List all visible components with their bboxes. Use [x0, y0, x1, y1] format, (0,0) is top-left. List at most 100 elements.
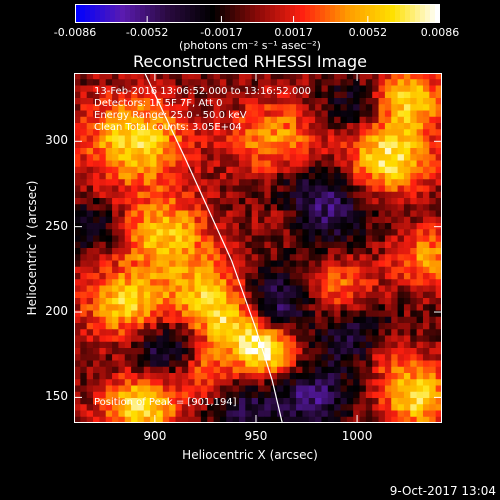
heatmap-cell — [86, 273, 94, 280]
heatmap-cell — [181, 229, 189, 237]
heatmap-cell — [137, 229, 145, 237]
heatmap-cell — [251, 248, 259, 255]
heatmap-cell — [289, 354, 297, 362]
heatmap-cell — [156, 148, 164, 155]
heatmap-cell — [321, 335, 329, 343]
heatmap-cell — [181, 191, 189, 199]
heatmap-cell — [232, 316, 240, 324]
heatmap-cell — [378, 316, 386, 324]
heatmap-cell — [308, 185, 316, 193]
heatmap-cell — [365, 91, 373, 99]
heatmap-cell — [175, 335, 183, 343]
heatmap-cell — [93, 323, 100, 330]
heatmap-cell — [175, 379, 183, 387]
heatmap-cell — [327, 366, 335, 374]
heatmap-cell — [131, 260, 139, 268]
heatmap-cell — [143, 123, 151, 130]
heatmap-cell — [200, 104, 208, 112]
heatmap-cell — [378, 210, 386, 218]
heatmap-cell — [175, 223, 183, 230]
heatmap-cell — [334, 273, 342, 280]
heatmap-cell — [93, 185, 100, 193]
colorbar-swatch — [90, 4, 96, 23]
heatmap-cell — [346, 285, 354, 293]
heatmap-cell — [175, 179, 183, 187]
heatmap-cell — [334, 110, 342, 118]
heatmap-cell — [200, 310, 208, 318]
heatmap-cell — [213, 173, 221, 180]
heatmap-cell — [327, 223, 335, 230]
heatmap-cell — [93, 404, 100, 412]
heatmap-cell — [397, 354, 405, 362]
heatmap-cell — [143, 141, 151, 149]
heatmap-cell — [346, 404, 354, 412]
heatmap-cell — [334, 210, 342, 218]
colorbar-swatch — [195, 4, 201, 23]
heatmap-cell — [188, 404, 196, 412]
heatmap-cell — [384, 398, 392, 405]
heatmap-cell — [93, 129, 100, 137]
heatmap-cell — [258, 204, 265, 212]
heatmap-cell — [131, 129, 139, 137]
heatmap-cell — [143, 279, 151, 287]
heatmap-cell — [302, 123, 310, 130]
heatmap-cell — [105, 285, 113, 293]
heatmap-cell — [112, 216, 120, 224]
heatmap-cell — [372, 216, 380, 224]
heatmap-cell — [74, 179, 81, 187]
heatmap-cell — [226, 273, 234, 280]
heatmap-cell — [327, 160, 335, 168]
heatmap-cell — [353, 304, 361, 312]
heatmap-cell — [162, 204, 170, 212]
heatmap-cell — [99, 404, 107, 412]
heatmap-cell — [258, 391, 265, 399]
heatmap-cell — [365, 154, 373, 162]
heatmap-cell — [118, 204, 126, 212]
heatmap-cell — [270, 185, 278, 193]
heatmap-cell — [296, 329, 304, 337]
heatmap-cell — [378, 416, 386, 423]
heatmap-cell — [264, 210, 272, 218]
detectors-text: Detectors: 1F 5F 7F, Att 0 — [94, 98, 223, 109]
heatmap-cell — [378, 73, 386, 80]
heatmap-cell — [188, 385, 196, 393]
heatmap-cell — [181, 248, 189, 255]
heatmap-cell — [200, 304, 208, 312]
heatmap-cell — [124, 273, 132, 280]
heatmap-cell — [403, 273, 411, 280]
heatmap-cell — [162, 185, 170, 193]
heatmap-cell — [93, 416, 100, 423]
heatmap-cell — [334, 366, 342, 374]
heatmap-cell — [289, 398, 297, 405]
heatmap-cell — [296, 291, 304, 299]
heatmap-cell — [112, 235, 120, 243]
heatmap-cell — [410, 285, 418, 293]
heatmap-cell — [219, 204, 227, 212]
heatmap-cell — [384, 73, 392, 80]
heatmap-cell — [207, 323, 215, 330]
heatmap-cell — [397, 148, 405, 155]
heatmap-cell — [315, 373, 323, 380]
heatmap-cell — [162, 179, 170, 187]
heatmap-cell — [169, 254, 177, 262]
heatmap-cell — [105, 185, 113, 193]
heatmap-cell — [435, 79, 442, 87]
colorbar-swatch — [365, 4, 371, 23]
heatmap-cell — [321, 235, 329, 243]
heatmap-cell — [258, 254, 265, 262]
heatmap-cell — [162, 198, 170, 205]
heatmap-cell — [435, 291, 442, 299]
heatmap-cell — [80, 285, 88, 293]
heatmap-cell — [188, 204, 196, 212]
heatmap-cell — [258, 373, 265, 380]
heatmap-cell — [80, 298, 88, 305]
heatmap-cell — [86, 204, 94, 212]
heatmap-cell — [340, 385, 348, 393]
heatmap-cell — [270, 166, 278, 174]
heatmap-cell — [429, 185, 437, 193]
heatmap-cell — [232, 129, 240, 137]
heatmap-cell — [327, 129, 335, 137]
heatmap-cell — [435, 341, 442, 349]
solar-limb-line — [144, 73, 283, 423]
heatmap-cell — [403, 285, 411, 293]
